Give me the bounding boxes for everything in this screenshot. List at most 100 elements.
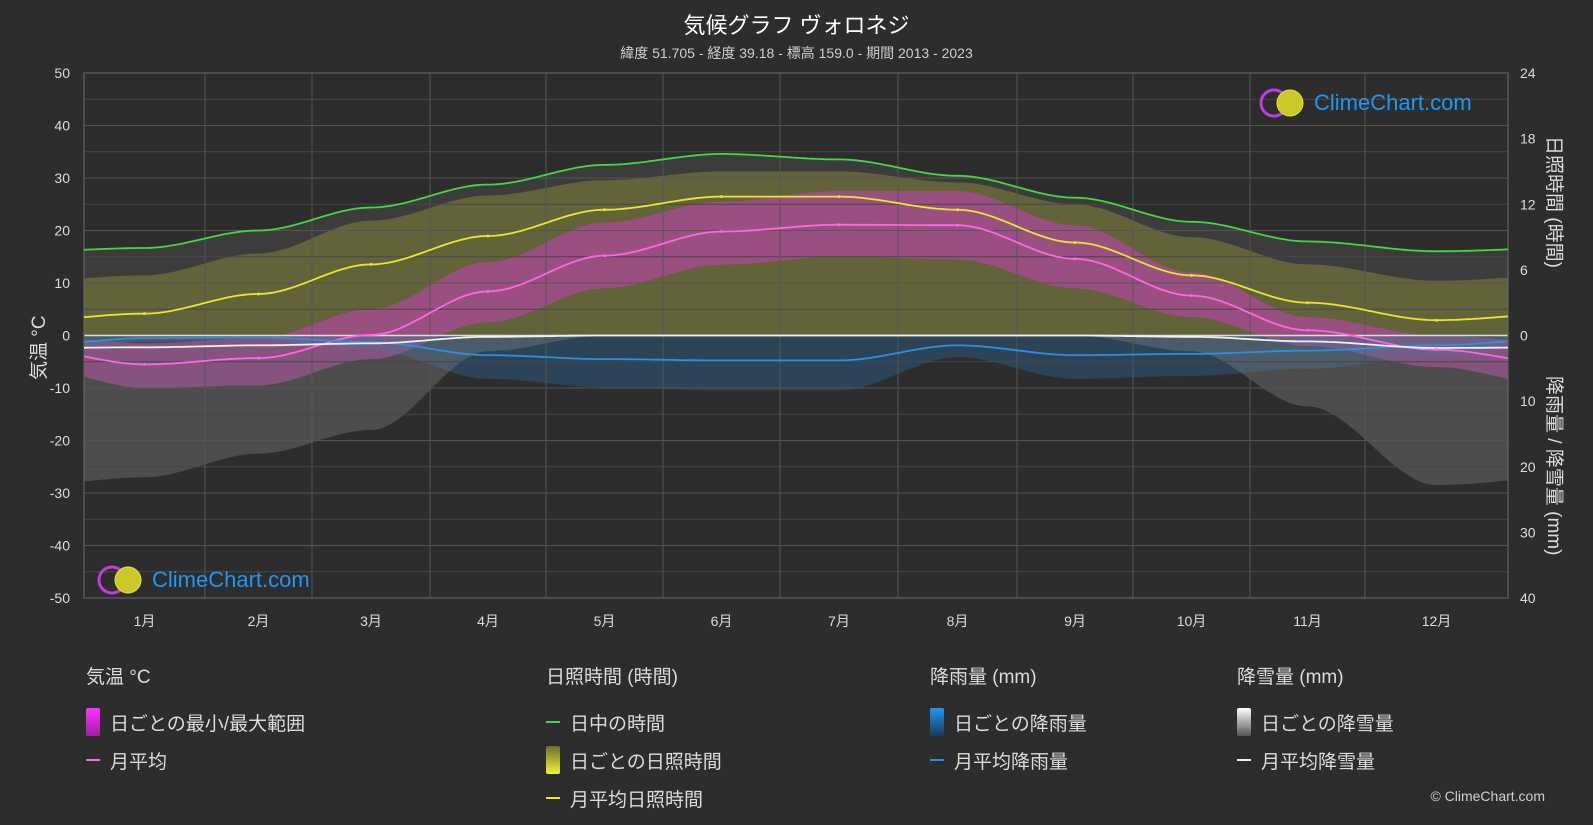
legend-item-snow-avg: 月平均降雪量 bbox=[1237, 741, 1394, 779]
snow-avg-swatch bbox=[1237, 759, 1251, 761]
temperature-avg-point bbox=[486, 289, 490, 293]
temperature-avg-point bbox=[257, 356, 260, 360]
sunshine-avg-point bbox=[1073, 241, 1077, 245]
sunshine-avg-point bbox=[1306, 301, 1309, 305]
x-tick-label: 4月 bbox=[477, 613, 499, 629]
legend-label: 日中の時間 bbox=[570, 713, 666, 735]
sunshine-avg-point bbox=[956, 208, 959, 212]
x-tick-label: 9月 bbox=[1064, 613, 1086, 629]
rain-avg-swatch bbox=[930, 759, 944, 761]
temperature-avg-point bbox=[1435, 348, 1438, 352]
temperature-avg-point bbox=[720, 230, 723, 234]
sunshine-avg-point bbox=[1190, 273, 1193, 277]
right-tick-label-precipitation: 20 bbox=[1520, 459, 1536, 475]
temperature-avg-point bbox=[143, 362, 146, 366]
right-bottom-axis-title: 降雨量 / 降雪量 (mm) bbox=[1543, 376, 1564, 556]
right-tick-label-sunshine: 0 bbox=[1520, 328, 1528, 344]
legend-temperature: 気温 °C 日ごとの最小/最大範囲 月平均 bbox=[86, 662, 305, 779]
legend-head-snow: 降雪量 (mm) bbox=[1237, 667, 1344, 688]
x-tick-label: 5月 bbox=[594, 613, 616, 629]
legend-label: 月平均 bbox=[110, 751, 168, 773]
chart-title: 気候グラフ ヴォロネジ bbox=[683, 13, 910, 38]
right-tick-label-sunshine: 18 bbox=[1520, 131, 1536, 147]
left-tick-label: -30 bbox=[50, 485, 70, 501]
left-tick-label: -40 bbox=[50, 538, 70, 554]
series-snow-avg-line bbox=[83, 334, 1508, 349]
left-tick-label: -20 bbox=[50, 433, 70, 449]
legend-rain: 降雨量 (mm) 日ごとの降雨量 月平均降雨量 bbox=[930, 662, 1087, 779]
snow-daily-swatch bbox=[1237, 708, 1251, 736]
left-tick-label: 20 bbox=[54, 223, 70, 239]
left-tick-label: -50 bbox=[50, 590, 70, 606]
left-tick-label: 50 bbox=[54, 65, 70, 81]
sunshine-avg-point bbox=[486, 234, 490, 238]
x-tick-label: 7月 bbox=[828, 613, 850, 629]
snow-daily-band bbox=[84, 335, 1508, 486]
legend-label: 日ごとの日照時間 bbox=[570, 751, 722, 773]
legend-label: 日ごとの降雨量 bbox=[954, 713, 1087, 735]
legend-item-sunshine-avg: 月平均日照時間 bbox=[546, 779, 722, 817]
x-tick-label: 11月 bbox=[1293, 613, 1322, 629]
daylight-swatch bbox=[546, 721, 560, 723]
left-tick-label: 30 bbox=[54, 170, 70, 186]
legend-snow: 降雪量 (mm) 日ごとの降雪量 月平均降雪量 bbox=[1237, 662, 1394, 779]
x-tick-label: 1月 bbox=[134, 613, 156, 629]
legend-item-snow-daily: 日ごとの降雪量 bbox=[1237, 703, 1394, 741]
legend-item-rain-avg: 月平均降雨量 bbox=[930, 741, 1087, 779]
sunshine-avg-point bbox=[369, 262, 373, 266]
x-tick-label: 2月 bbox=[248, 613, 270, 629]
logo-top: ClimeChart.com bbox=[1258, 87, 1472, 119]
sunshine-avg-point bbox=[257, 292, 260, 296]
logo-icon bbox=[1259, 88, 1304, 118]
logo-text: ClimeChart.com bbox=[152, 567, 310, 592]
temp-range-swatch bbox=[86, 708, 100, 736]
temperature-avg-point bbox=[1073, 257, 1077, 261]
series-sunshine-avg-line bbox=[83, 195, 1509, 322]
legend-item-rain-daily: 日ごとの降雨量 bbox=[930, 703, 1087, 741]
rain-daily-band bbox=[84, 335, 1508, 391]
temperature-avg-point bbox=[603, 254, 606, 258]
left-tick-label: -10 bbox=[50, 380, 70, 396]
temperature-avg-point bbox=[369, 333, 373, 337]
legend-label: 日ごとの降雪量 bbox=[1261, 713, 1394, 735]
right-tick-label-precipitation: 10 bbox=[1520, 393, 1536, 409]
plot-border bbox=[83, 72, 1509, 599]
legend-label: 月平均日照時間 bbox=[570, 789, 704, 811]
legend-head-sunshine: 日照時間 (時間) bbox=[546, 667, 678, 688]
legend-label: 日ごとの最小/最大範囲 bbox=[110, 713, 306, 735]
right-tick-label-precipitation: 30 bbox=[1520, 524, 1536, 540]
x-tick-label: 10月 bbox=[1177, 613, 1207, 629]
temperature-avg-point bbox=[837, 223, 841, 227]
left-tick-label: 40 bbox=[54, 118, 70, 134]
x-tick-label: 3月 bbox=[360, 613, 382, 629]
legend-item-sunshine-daily: 日ごとの日照時間 bbox=[546, 741, 722, 779]
legend-item-daylight: 日中の時間 bbox=[546, 703, 722, 741]
right-tick-label-precipitation: 40 bbox=[1520, 590, 1536, 606]
series-daylight-line bbox=[83, 153, 1509, 253]
logo-icon bbox=[97, 565, 142, 595]
legend-sunshine: 日照時間 (時間) 日中の時間 日ごとの日照時間 月平均日照時間 bbox=[546, 662, 722, 817]
legend-label: 月平均降雪量 bbox=[1261, 751, 1376, 773]
legend-label: 月平均降雨量 bbox=[954, 751, 1069, 773]
logo-text: ClimeChart.com bbox=[1314, 90, 1472, 115]
left-tick-label: 0 bbox=[62, 328, 70, 344]
right-tick-label-sunshine: 6 bbox=[1520, 262, 1528, 278]
legend-head-temperature: 気温 °C bbox=[86, 667, 151, 688]
right-tick-label-sunshine: 12 bbox=[1520, 196, 1536, 212]
sunshine-avg-point bbox=[143, 312, 146, 316]
temperature-avg-point bbox=[956, 223, 959, 227]
legend-head-rain: 降雨量 (mm) bbox=[930, 667, 1037, 688]
temperature-avg-point bbox=[1306, 328, 1309, 332]
right-top-axis-title: 日照時間 (時間) bbox=[1543, 136, 1564, 268]
sunshine-avg-swatch bbox=[546, 797, 560, 799]
sunshine-avg-point bbox=[720, 195, 723, 199]
temperature-avg-point bbox=[1190, 294, 1193, 298]
left-tick-label: 10 bbox=[54, 275, 70, 291]
copyright: © ClimeChart.com bbox=[1430, 788, 1545, 804]
x-tick-label: 8月 bbox=[947, 613, 969, 629]
left-axis-title: 気温 °C bbox=[29, 315, 50, 380]
sunshine-daily-swatch bbox=[546, 746, 560, 774]
rain-daily-swatch bbox=[930, 708, 944, 736]
legend-item-temp-avg: 月平均 bbox=[86, 741, 305, 779]
x-tick-label: 6月 bbox=[711, 613, 733, 629]
